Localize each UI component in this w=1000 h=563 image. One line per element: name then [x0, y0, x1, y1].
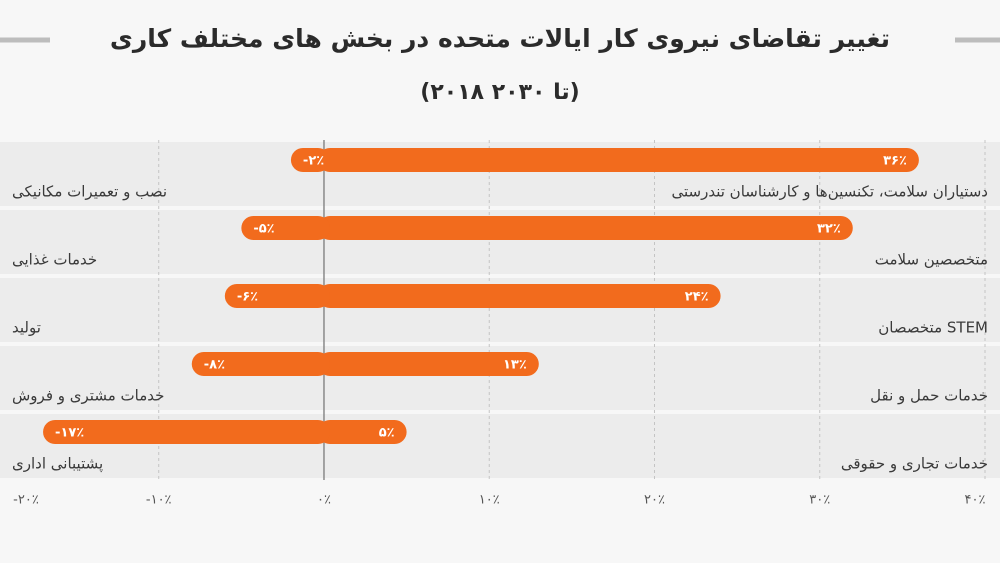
x-tick-label: ۰٪: [317, 493, 331, 508]
chart-title: تغییر تقاضای نیروی کار ایالات متحده در ب…: [110, 24, 890, 54]
category-label: نصب و تعمیرات مکانیکی: [12, 183, 167, 201]
bar: [241, 216, 330, 240]
value-label: -۵٪: [253, 222, 274, 237]
x-tick-label: ۴۰٪: [965, 493, 986, 508]
value-label: ۱۳٪: [503, 358, 527, 373]
grid: -۲۰٪ -۱۰٪ ۰٪ ۱۰٪ ۲۰٪ ۳۰٪ ۴۰٪: [13, 140, 986, 508]
marks: ۳۶٪ دستیاران سلامت، تکنسین‌ها و کارشناسان…: [12, 148, 988, 474]
bar: [317, 420, 407, 444]
bar: [317, 216, 853, 240]
category-label: خدمات غذایی: [12, 251, 97, 269]
bar: [191, 352, 330, 376]
x-tick-label: ۳۰٪: [809, 493, 830, 508]
category-label: دستیاران سلامت، تکنسین‌ها و کارشناسان تن…: [672, 183, 989, 201]
category-label: خدمات حمل و نقل: [870, 387, 988, 405]
category-label: تولید: [12, 319, 41, 337]
bar: [317, 148, 919, 172]
category-label: خدمات مشتری و فروش: [12, 387, 164, 405]
x-tick-label: ۲۰٪: [644, 493, 665, 508]
value-label: ۵٪: [379, 426, 395, 441]
x-tick-label: -۲۰٪: [13, 493, 39, 508]
category-label: متخصصان STEM: [878, 319, 988, 337]
category-label: متخصصین سلامت: [875, 251, 988, 269]
value-label: -۸٪: [204, 358, 225, 373]
bar: [317, 284, 721, 308]
x-tick-label: ۱۰٪: [479, 493, 500, 508]
category-label: خدمات تجاری و حقوقی: [841, 455, 988, 473]
bar: [290, 148, 330, 172]
category-label: پشتیبانی اداری: [12, 455, 103, 474]
x-tick-label: -۱۰٪: [146, 493, 172, 508]
value-label: -۱۷٪: [55, 426, 84, 441]
value-label: ۳۲٪: [817, 222, 841, 237]
bar: [43, 420, 330, 444]
bar: [317, 352, 539, 376]
value-label: -۲٪: [303, 154, 324, 169]
value-label: ۲۴٪: [685, 290, 709, 305]
chart-subtitle: (۲۰۱۸ تا ۲۰۳۰): [420, 80, 579, 105]
bar: [224, 284, 330, 308]
value-label: ۳۶٪: [883, 154, 907, 169]
value-label: -۶٪: [237, 290, 258, 305]
